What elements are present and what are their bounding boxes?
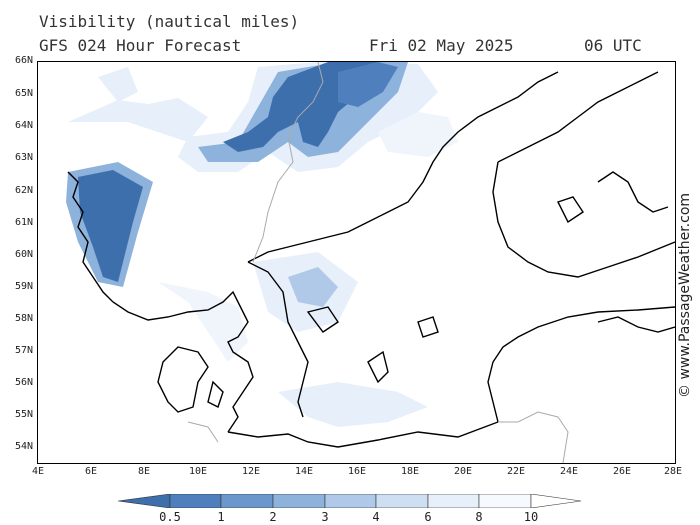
lat-label: 65N bbox=[14, 88, 33, 99]
lat-label: 55N bbox=[14, 409, 33, 420]
visibility-shading-dark bbox=[78, 62, 398, 282]
lat-label: 54N bbox=[14, 441, 33, 452]
forecast-date: Fri 02 May 2025 bbox=[369, 36, 514, 55]
colorbar-label: 8 bbox=[475, 510, 483, 524]
colorbar-label: 6 bbox=[424, 510, 432, 524]
colorbar-segment bbox=[478, 494, 532, 508]
lon-label: 28E bbox=[663, 466, 683, 477]
lon-label: 22E bbox=[506, 466, 526, 477]
colorbar-segment bbox=[324, 494, 377, 508]
lon-label: 16E bbox=[347, 466, 367, 477]
lon-label: 10E bbox=[188, 466, 208, 477]
colorbar-segment bbox=[530, 494, 582, 508]
lat-label: 61N bbox=[14, 217, 33, 228]
watermark: © www.PassageWeather.com bbox=[677, 192, 693, 398]
country-borders bbox=[187, 62, 569, 463]
forecast-label: GFS 024 Hour Forecast bbox=[39, 36, 242, 55]
colorbar-label: 2 bbox=[269, 510, 277, 524]
lon-label: 12E bbox=[241, 466, 261, 477]
colorbar-label: 1 bbox=[217, 510, 225, 524]
lat-label: 60N bbox=[14, 249, 33, 260]
lon-label: 4E bbox=[31, 466, 45, 477]
colorbar-segment bbox=[118, 494, 171, 508]
lon-label: 26E bbox=[612, 466, 632, 477]
colorbar-label: 10 bbox=[523, 510, 539, 524]
colorbar-label: 3 bbox=[321, 510, 329, 524]
lat-label: 63N bbox=[14, 152, 33, 163]
colorbar-segment bbox=[272, 494, 326, 508]
lon-label: 14E bbox=[294, 466, 314, 477]
lat-label: 66N bbox=[14, 55, 33, 66]
lat-label: 64N bbox=[14, 120, 33, 131]
colorbar-segment bbox=[427, 494, 480, 508]
lon-label: 24E bbox=[559, 466, 579, 477]
map-title: Visibility (nautical miles) bbox=[39, 12, 300, 31]
forecast-time: 06 UTC bbox=[584, 36, 642, 55]
colorbar-segment bbox=[169, 494, 222, 508]
lat-label: 62N bbox=[14, 185, 33, 196]
colorbar-segment bbox=[375, 494, 429, 508]
lon-label: 8E bbox=[137, 466, 151, 477]
lat-label: 58N bbox=[14, 313, 33, 324]
colorbar-label: 0.5 bbox=[159, 510, 181, 524]
lat-label: 59N bbox=[14, 281, 33, 292]
lat-label: 56N bbox=[14, 377, 33, 388]
colorbar-label: 4 bbox=[372, 510, 380, 524]
colorbar-segment bbox=[220, 494, 274, 508]
lat-label: 57N bbox=[14, 345, 33, 356]
coastlines bbox=[67, 71, 675, 448]
lon-label: 18E bbox=[400, 466, 420, 477]
lon-label: 6E bbox=[84, 466, 98, 477]
lon-label: 20E bbox=[453, 466, 473, 477]
map-canvas bbox=[66, 62, 675, 463]
colorbar bbox=[118, 494, 582, 508]
visibility-map bbox=[37, 61, 676, 464]
